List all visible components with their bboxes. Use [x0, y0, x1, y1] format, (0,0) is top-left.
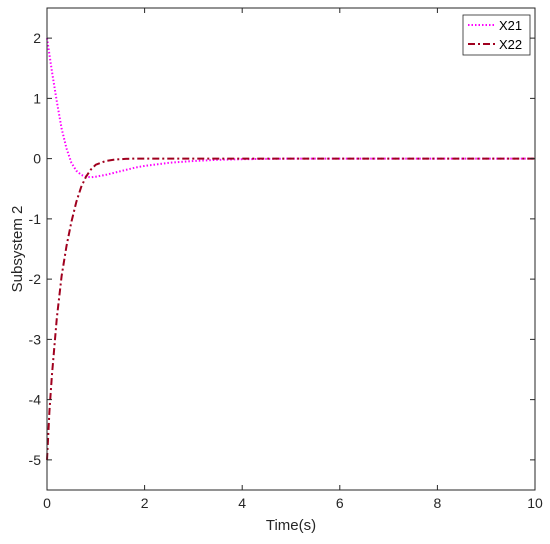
- y-tick-label: -3: [29, 331, 42, 347]
- x-tick-label: 0: [43, 495, 51, 511]
- legend-label-x21: X21: [499, 18, 522, 33]
- legend-label-x22: X22: [499, 37, 522, 52]
- series-line-x21: [46, 37, 535, 179]
- legend-box: [462, 14, 531, 56]
- series-layer: [46, 37, 535, 460]
- x-axis-label: Time(s): [266, 517, 316, 534]
- y-tick-label: -4: [29, 392, 42, 408]
- legend: X21 X22: [462, 14, 531, 56]
- y-tick-label: -1: [29, 211, 42, 227]
- plot-frame: [46, 7, 536, 491]
- x-tick-label: 10: [527, 495, 543, 511]
- y-tick-label: 2: [33, 30, 41, 46]
- y-tick-label: 1: [33, 90, 41, 106]
- y-axis-label: Subsystem 2: [9, 206, 26, 293]
- x-tick-label: 8: [434, 495, 442, 511]
- x-tick-label: 2: [141, 495, 149, 511]
- x-tick-label: 4: [238, 495, 246, 511]
- y-tick-label: -2: [29, 271, 42, 287]
- y-tick-label: -5: [29, 452, 42, 468]
- plot-area: [47, 8, 535, 490]
- y-tick-label: 0: [33, 151, 41, 167]
- x-tick-label: 6: [336, 495, 344, 511]
- series-line-x22: [46, 157, 535, 460]
